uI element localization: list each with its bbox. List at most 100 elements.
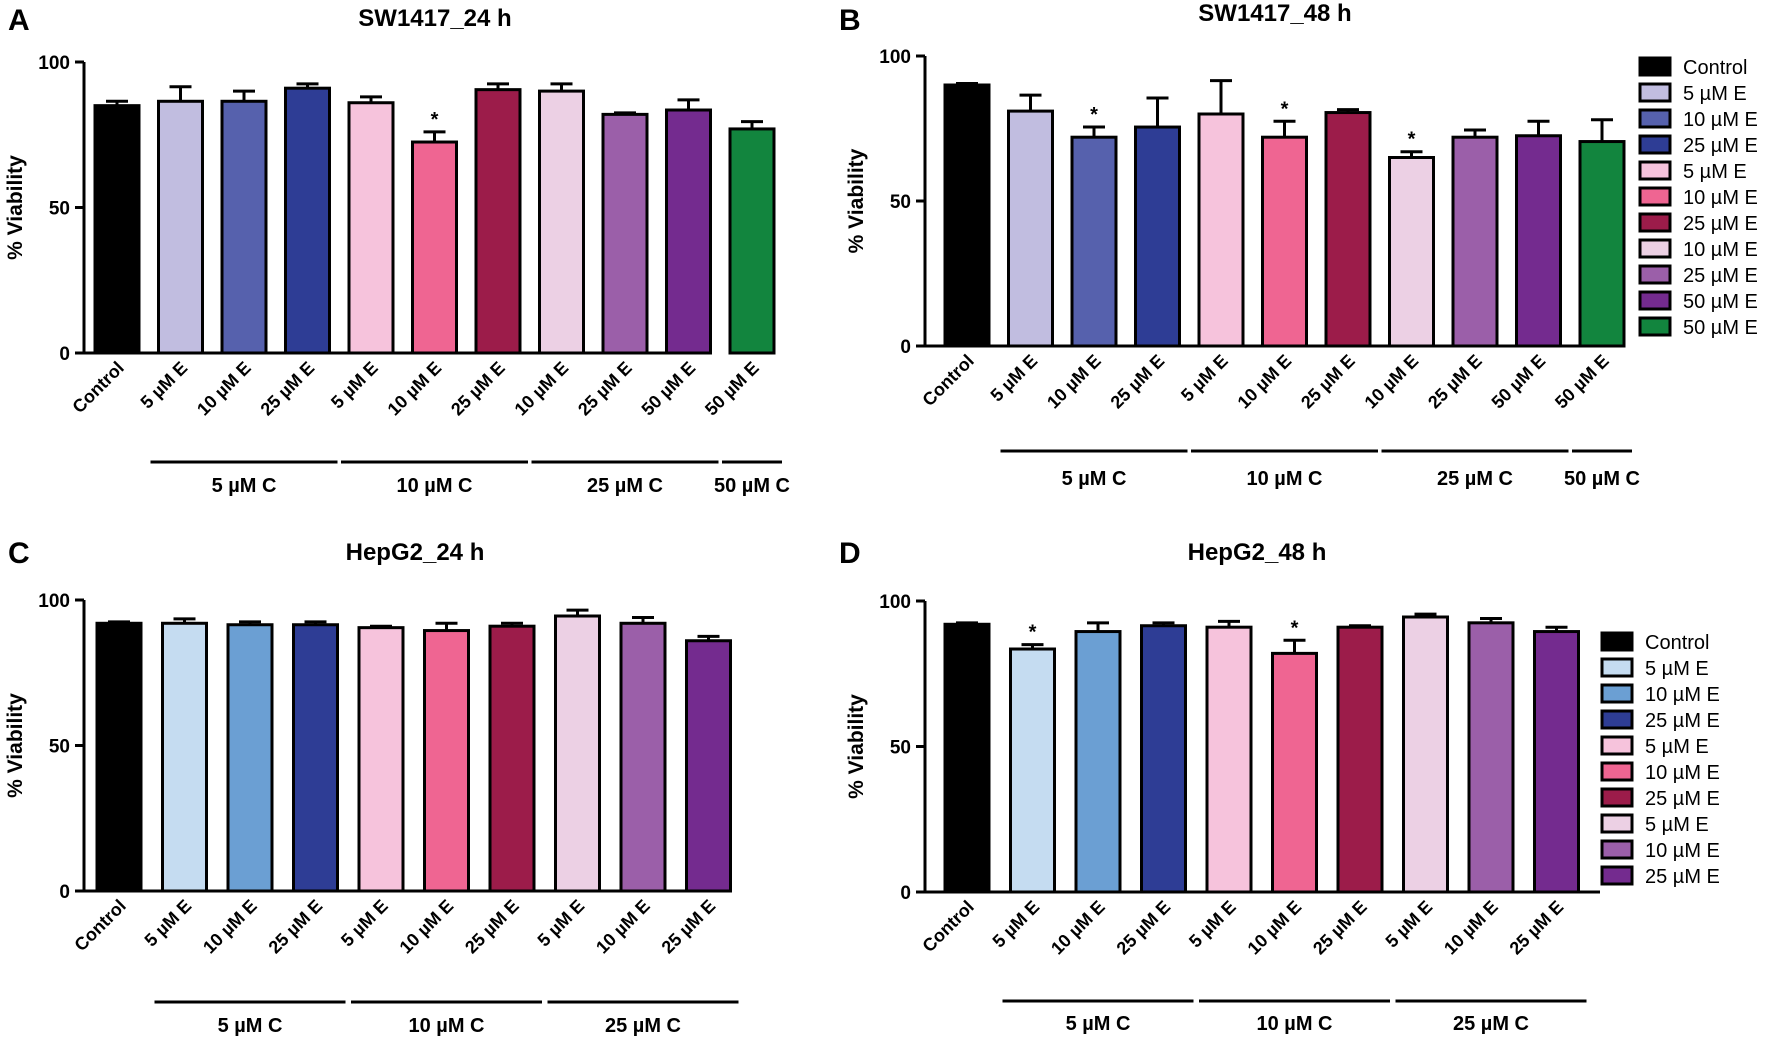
legend-label: 10 µM E	[1645, 762, 1720, 784]
bar	[357, 626, 405, 893]
x-category-label: 50 µM E	[701, 358, 763, 420]
y-tick-label: 100	[38, 53, 70, 74]
bar	[554, 614, 601, 893]
y-tick-label: 0	[900, 883, 911, 904]
y-tick-label: 50	[49, 199, 70, 220]
legend-label: 25 µM E	[1645, 866, 1720, 888]
bar	[474, 88, 522, 355]
bar	[1205, 625, 1253, 894]
x-category-label: 25 µM E	[1424, 351, 1486, 413]
bar	[1140, 624, 1187, 894]
legend-label: 5 µM E	[1683, 83, 1747, 105]
x-category-label: 25 µM E	[1309, 897, 1371, 959]
legend-swatch	[1600, 787, 1634, 808]
x-category-label: 10 µM E	[1043, 351, 1105, 413]
bar	[1070, 135, 1118, 348]
x-category-label: 25 µM E	[658, 896, 720, 958]
bar	[292, 623, 339, 893]
legend-label: 5 µM E	[1683, 161, 1747, 183]
x-category-label: 5 µM E	[141, 896, 196, 951]
bar	[226, 623, 274, 893]
legend-swatch	[1638, 134, 1672, 155]
bar	[943, 622, 991, 894]
legend-swatch	[1600, 657, 1634, 678]
bar	[1402, 615, 1449, 894]
x-category-label: 5 µM E	[337, 896, 392, 951]
significance-star: *	[1291, 617, 1299, 639]
y-axis-label: % Viability	[4, 155, 27, 260]
y-tick-label: 0	[59, 882, 70, 903]
bar	[284, 86, 331, 355]
y-tick-label: 100	[879, 592, 911, 613]
panel-letter: B	[839, 4, 861, 37]
x-category-label: 10 µM E	[511, 358, 573, 420]
bar	[161, 621, 208, 893]
x-category-label: 25 µM E	[257, 358, 319, 420]
group-label: 5 µM C	[212, 475, 277, 497]
x-category-label: Control	[918, 897, 977, 956]
bar	[619, 621, 667, 893]
legend-swatch	[1600, 709, 1634, 730]
bar	[1271, 651, 1318, 894]
legend-swatch	[1600, 683, 1634, 704]
significance-star: *	[431, 109, 439, 131]
group-label: 50 µM C	[1564, 468, 1640, 490]
legend-label: 25 µM E	[1645, 788, 1720, 810]
legend-swatch	[1600, 839, 1634, 860]
bar	[1197, 112, 1245, 348]
legend-swatch	[1638, 56, 1672, 77]
x-category-label: 25 µM E	[265, 896, 327, 958]
bar	[1578, 140, 1626, 348]
legend-swatch	[1600, 813, 1634, 834]
y-tick-label: 100	[879, 47, 911, 68]
x-category-label: 10 µM E	[1244, 897, 1306, 959]
group-label: 5 µM C	[1062, 468, 1127, 490]
x-category-label: 5 µM E	[137, 358, 192, 413]
legend-label: 25 µM E	[1683, 213, 1758, 235]
bar	[411, 140, 458, 355]
x-category-label: 10 µM E	[1047, 897, 1109, 959]
chart-title: HepG2_24 h	[346, 539, 485, 566]
y-tick-label: 50	[49, 737, 70, 758]
group-label: 10 µM C	[409, 1015, 485, 1037]
chart-title: SW1417_48 h	[1198, 0, 1351, 27]
y-tick-label: 50	[890, 738, 911, 759]
legend-swatch	[1638, 82, 1672, 103]
bar	[665, 108, 712, 355]
bar	[943, 83, 991, 348]
legend-label: 10 µM E	[1683, 239, 1758, 261]
group-label: 10 µM C	[1247, 468, 1323, 490]
x-category-label: 5 µM E	[1185, 897, 1240, 952]
panel-d: D HepG2_48 h % Viability 0 50 100 Control * 5 µM…	[839, 537, 1720, 1035]
bar	[1007, 109, 1054, 348]
legend-label: Control	[1645, 632, 1709, 654]
legend-label: 5 µM E	[1645, 736, 1709, 758]
x-category-label: 5 µM E	[1177, 351, 1232, 406]
bar	[1451, 135, 1499, 348]
legend-label: 25 µM E	[1683, 265, 1758, 287]
y-tick-label: 0	[59, 344, 70, 365]
x-category-label: 10 µM E	[592, 896, 654, 958]
x-category-label: 5 µM E	[327, 358, 382, 413]
legend-swatch	[1600, 631, 1634, 652]
y-axis-label: % Viability	[845, 694, 868, 799]
legend-label: 50 µM E	[1683, 317, 1758, 339]
x-category-label: 25 µM E	[1506, 897, 1568, 959]
bar	[157, 99, 204, 355]
group-label: 5 µM C	[218, 1015, 283, 1037]
legend-label: 25 µM E	[1645, 710, 1720, 732]
bar	[347, 101, 395, 355]
bar	[1261, 135, 1308, 348]
x-category-label: Control	[68, 358, 127, 417]
panel-letter: D	[839, 537, 861, 570]
bar	[1009, 647, 1056, 894]
group-label: 10 µM C	[397, 475, 473, 497]
bar	[601, 112, 649, 355]
significance-star: *	[1281, 98, 1289, 120]
y-axis-label: % Viability	[4, 693, 27, 798]
chart-title: SW1417_24 h	[358, 5, 511, 32]
x-category-label: Control	[918, 351, 977, 410]
